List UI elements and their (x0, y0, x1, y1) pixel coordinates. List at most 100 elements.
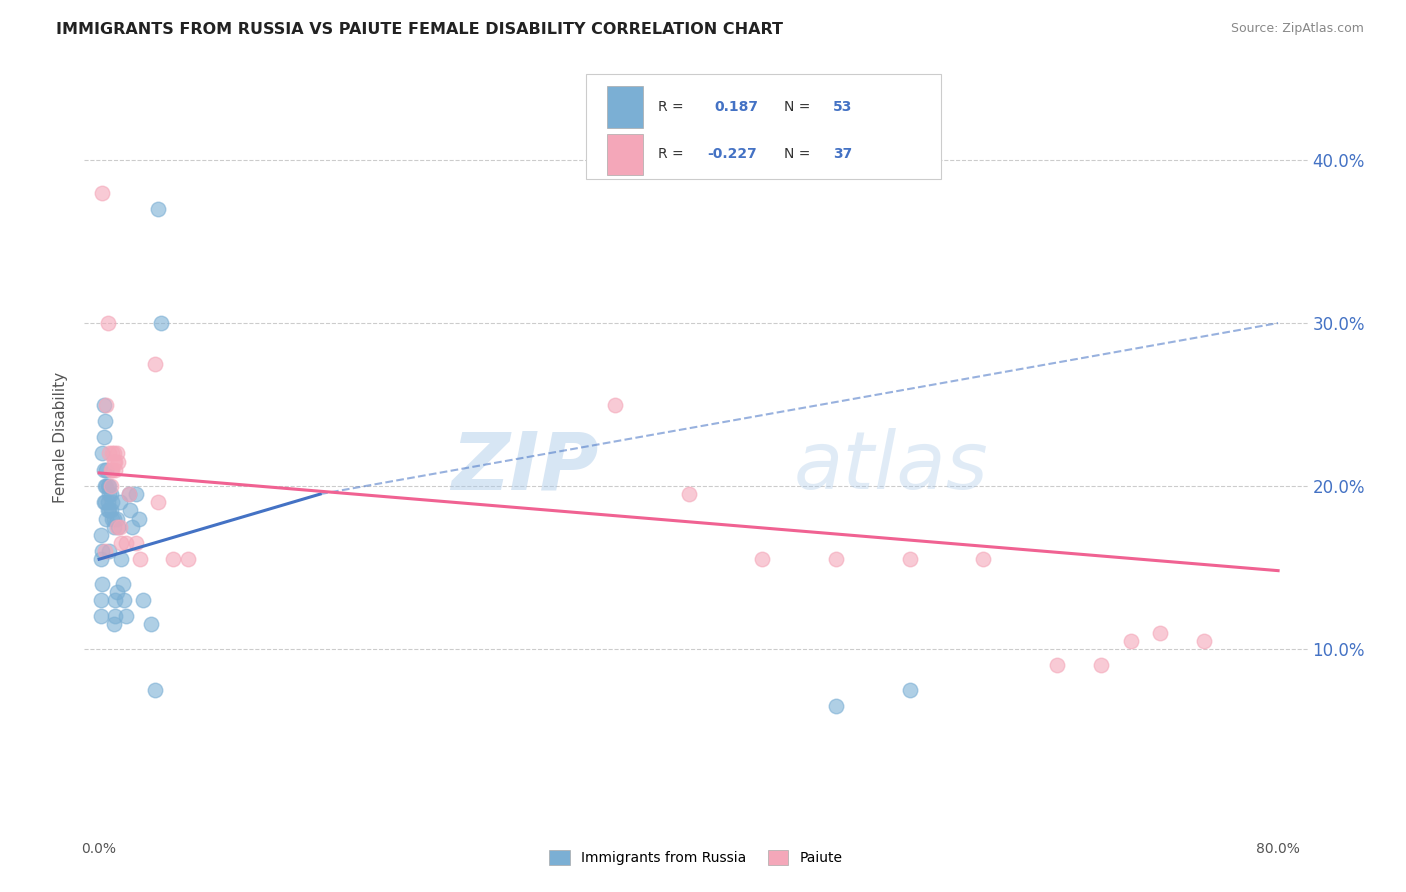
Point (96, 479, 118, 493)
Point (90, 593, 112, 607)
Point (96, 463, 118, 477)
Point (93, 430, 115, 444)
FancyBboxPatch shape (586, 74, 941, 178)
Point (143, 682, 166, 697)
Point (91, 544, 114, 558)
Point (91, 186, 114, 200)
Point (1119, 633, 1142, 648)
Point (111, 576, 134, 591)
Point (125, 536, 148, 550)
Point (143, 357, 166, 371)
Point (825, 698, 848, 713)
Point (105, 511, 128, 525)
Point (93, 495, 115, 509)
Point (97, 495, 120, 509)
Text: 0.187: 0.187 (714, 100, 758, 114)
Point (146, 202, 169, 216)
Point (104, 463, 127, 477)
Text: ZIP: ZIP (451, 428, 598, 506)
Text: atlas: atlas (794, 428, 988, 506)
Point (1194, 633, 1216, 648)
FancyBboxPatch shape (606, 87, 644, 128)
Text: 37: 37 (832, 147, 852, 161)
Point (104, 609, 127, 624)
Point (972, 552, 994, 566)
Point (139, 617, 162, 632)
Point (98, 544, 121, 558)
Point (103, 454, 125, 468)
Point (751, 552, 773, 566)
Point (150, 316, 173, 330)
Point (90, 609, 112, 624)
Point (93, 397, 115, 411)
Point (132, 593, 155, 607)
Point (118, 503, 141, 517)
Point (105, 446, 128, 460)
Point (104, 454, 127, 468)
Point (825, 552, 848, 566)
Legend: Immigrants from Russia, Paiute: Immigrants from Russia, Paiute (543, 844, 849, 872)
Point (603, 397, 626, 411)
Y-axis label: Female Disability: Female Disability (53, 371, 69, 503)
Text: IMMIGRANTS FROM RUSSIA VS PAIUTE FEMALE DISABILITY CORRELATION CHART: IMMIGRANTS FROM RUSSIA VS PAIUTE FEMALE … (56, 22, 783, 37)
Point (98, 446, 121, 460)
Text: N =: N = (785, 100, 810, 114)
Point (90, 552, 112, 566)
Point (898, 552, 921, 566)
Point (117, 487, 139, 501)
Point (98, 503, 121, 517)
Point (96, 511, 118, 525)
Point (94, 544, 117, 558)
Point (110, 552, 132, 566)
Point (93, 463, 115, 477)
Point (90, 528, 112, 542)
Point (146, 495, 169, 509)
Point (121, 519, 143, 533)
Point (101, 495, 124, 509)
Point (96, 397, 118, 411)
Point (91, 446, 114, 460)
Point (678, 487, 700, 501)
Point (107, 519, 129, 533)
Text: Source: ZipAtlas.com: Source: ZipAtlas.com (1230, 22, 1364, 36)
Point (125, 487, 148, 501)
Point (105, 584, 128, 599)
Text: 53: 53 (832, 100, 852, 114)
Point (107, 454, 129, 468)
Point (104, 593, 127, 607)
Point (98, 479, 121, 493)
Point (1149, 625, 1171, 640)
Point (101, 511, 124, 525)
Point (100, 463, 122, 477)
Point (117, 487, 139, 501)
Point (105, 519, 128, 533)
Point (110, 536, 132, 550)
Point (101, 463, 124, 477)
Text: 80.0%: 80.0% (1256, 842, 1301, 856)
Point (1046, 658, 1069, 673)
Point (94, 479, 117, 493)
Point (94, 414, 117, 428)
Point (128, 511, 150, 525)
Text: N =: N = (785, 147, 810, 161)
Text: -0.227: -0.227 (707, 147, 756, 161)
Text: R =: R = (658, 147, 683, 161)
Point (114, 536, 136, 550)
Point (101, 446, 124, 460)
Point (129, 552, 152, 566)
Point (97, 503, 120, 517)
Text: 0.0%: 0.0% (82, 842, 117, 856)
Point (114, 609, 136, 624)
Point (112, 593, 135, 607)
Point (108, 495, 131, 509)
Point (94, 495, 117, 509)
Text: R =: R = (658, 100, 683, 114)
Point (103, 446, 125, 460)
Point (108, 519, 131, 533)
Point (103, 617, 125, 632)
Point (898, 682, 921, 697)
Point (103, 519, 125, 533)
Point (98, 487, 121, 501)
Point (162, 552, 184, 566)
Point (97, 479, 120, 493)
